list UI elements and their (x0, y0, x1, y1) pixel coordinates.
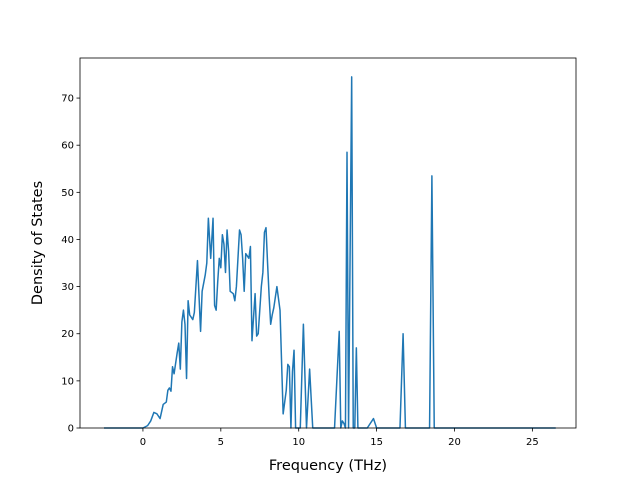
y-tick-label: 10 (61, 376, 74, 387)
y-tick-label: 0 (68, 424, 74, 435)
x-tick-label: 0 (140, 437, 146, 448)
x-tick-label: 10 (292, 437, 305, 448)
y-tick-label: 60 (61, 141, 74, 152)
y-axis-ticks: 0 10 20 30 40 50 60 70 (61, 94, 80, 435)
y-axis-label: Density of States (30, 181, 46, 305)
x-tick-label: 5 (218, 437, 224, 448)
y-tick-label: 70 (61, 94, 74, 105)
x-axis-ticks: 0 5 10 15 20 25 (140, 428, 539, 448)
axes-frame (79, 57, 577, 429)
x-tick-label: 25 (526, 437, 539, 448)
y-tick-label: 50 (61, 188, 74, 199)
x-tick-label: 15 (370, 437, 383, 448)
series-line-0 (103, 76, 556, 429)
y-tick-label: 20 (61, 329, 74, 340)
y-tick-label: 40 (61, 235, 74, 246)
x-axis-label: Frequency (THz) (269, 458, 387, 474)
x-tick-label: 20 (448, 437, 461, 448)
plot-area (103, 76, 556, 429)
y-tick-label: 30 (61, 282, 74, 293)
